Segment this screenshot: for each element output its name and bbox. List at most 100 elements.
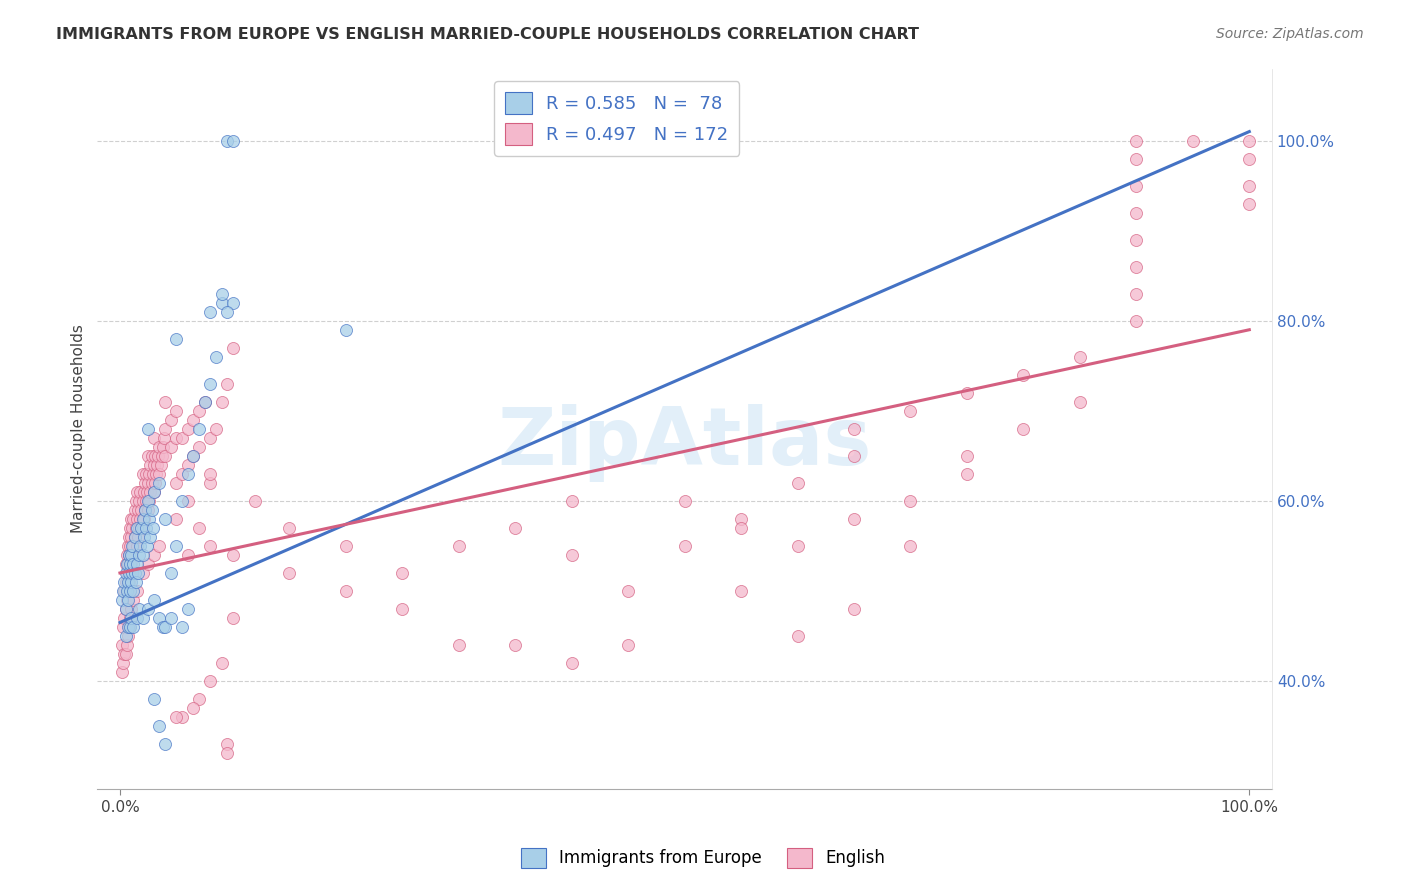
Point [141, 449, 163, 463]
Point [142, 458, 165, 472]
Point [146, 458, 169, 472]
Point [153, 620, 176, 634]
Point [447, 638, 470, 652]
Point [1012, 422, 1035, 436]
Point [136, 449, 159, 463]
Point [1125, 152, 1147, 166]
Point [114, 574, 136, 589]
Point [170, 467, 193, 481]
Point [117, 620, 139, 634]
Point [142, 431, 165, 445]
Point [127, 566, 149, 580]
Point [142, 692, 165, 706]
Point [159, 440, 181, 454]
Point [114, 647, 136, 661]
Point [125, 494, 148, 508]
Point [278, 521, 301, 535]
Point [148, 719, 170, 733]
Point [200, 467, 222, 481]
Point [136, 484, 159, 499]
Point [211, 394, 233, 409]
Point [143, 449, 166, 463]
Point [131, 503, 153, 517]
Point [183, 701, 205, 715]
Point [561, 656, 583, 670]
Point [117, 574, 139, 589]
Point [114, 611, 136, 625]
Point [139, 458, 162, 472]
Point [122, 620, 145, 634]
Point [165, 332, 187, 346]
Point [122, 512, 145, 526]
Point [131, 566, 153, 580]
Point [188, 521, 211, 535]
Point [132, 484, 155, 499]
Point [131, 512, 153, 526]
Point [1239, 134, 1261, 148]
Point [117, 629, 139, 643]
Point [176, 602, 198, 616]
Point [120, 530, 142, 544]
Point [115, 548, 138, 562]
Point [176, 422, 198, 436]
Point [200, 431, 222, 445]
Point [617, 584, 640, 599]
Point [124, 530, 146, 544]
Point [503, 638, 526, 652]
Point [149, 458, 172, 472]
Point [148, 475, 170, 490]
Point [128, 494, 150, 508]
Point [673, 494, 696, 508]
Point [217, 746, 239, 760]
Point [165, 475, 187, 490]
Point [183, 449, 205, 463]
Point [136, 539, 159, 553]
Point [335, 539, 357, 553]
Point [956, 449, 979, 463]
Point [188, 404, 211, 418]
Point [136, 602, 159, 616]
Point [131, 494, 153, 508]
Point [125, 512, 148, 526]
Point [112, 584, 135, 599]
Point [128, 602, 150, 616]
Point [124, 566, 146, 580]
Text: IMMIGRANTS FROM EUROPE VS ENGLISH MARRIED-COUPLE HOUSEHOLDS CORRELATION CHART: IMMIGRANTS FROM EUROPE VS ENGLISH MARRIE… [56, 27, 920, 42]
Point [114, 602, 136, 616]
Point [842, 602, 865, 616]
Point [134, 503, 156, 517]
Point [170, 431, 193, 445]
Point [134, 475, 156, 490]
Point [278, 566, 301, 580]
Point [122, 593, 145, 607]
Point [135, 467, 157, 481]
Point [447, 539, 470, 553]
Point [118, 574, 141, 589]
Point [114, 566, 136, 580]
Point [165, 710, 187, 724]
Point [176, 494, 198, 508]
Point [205, 350, 228, 364]
Point [148, 467, 170, 481]
Point [129, 539, 152, 553]
Point [120, 584, 142, 599]
Point [1181, 134, 1204, 148]
Point [118, 548, 141, 562]
Point [561, 548, 583, 562]
Point [129, 512, 152, 526]
Point [118, 620, 141, 634]
Point [125, 574, 148, 589]
Point [842, 422, 865, 436]
Point [148, 440, 170, 454]
Point [900, 494, 922, 508]
Point [136, 503, 159, 517]
Text: ZipAtlas: ZipAtlas [498, 404, 872, 483]
Point [900, 404, 922, 418]
Point [148, 449, 170, 463]
Point [115, 638, 138, 652]
Point [142, 521, 165, 535]
Point [205, 422, 228, 436]
Point [153, 449, 176, 463]
Point [129, 484, 152, 499]
Point [153, 737, 176, 751]
